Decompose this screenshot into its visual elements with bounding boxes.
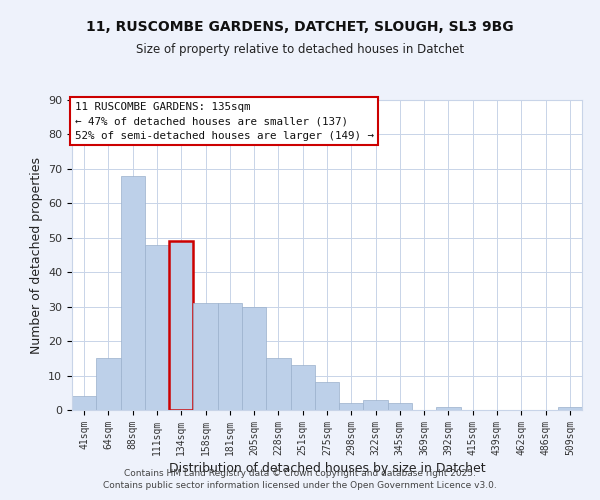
Bar — [169, 241, 193, 410]
Bar — [121, 176, 145, 410]
Y-axis label: Number of detached properties: Number of detached properties — [29, 156, 43, 354]
Bar — [266, 358, 290, 410]
Bar — [72, 396, 96, 410]
Bar — [339, 403, 364, 410]
Bar — [193, 303, 218, 410]
Bar — [388, 403, 412, 410]
X-axis label: Distribution of detached houses by size in Datchet: Distribution of detached houses by size … — [169, 462, 485, 475]
Text: Contains public sector information licensed under the Open Government Licence v3: Contains public sector information licen… — [103, 481, 497, 490]
Bar — [364, 400, 388, 410]
Bar — [290, 365, 315, 410]
Bar — [315, 382, 339, 410]
Text: 11 RUSCOMBE GARDENS: 135sqm
← 47% of detached houses are smaller (137)
52% of se: 11 RUSCOMBE GARDENS: 135sqm ← 47% of det… — [74, 102, 374, 141]
Text: Contains HM Land Registry data © Crown copyright and database right 2025.: Contains HM Land Registry data © Crown c… — [124, 468, 476, 477]
Bar — [242, 306, 266, 410]
Bar — [145, 244, 169, 410]
Bar — [436, 406, 461, 410]
Bar — [558, 406, 582, 410]
Text: 11, RUSCOMBE GARDENS, DATCHET, SLOUGH, SL3 9BG: 11, RUSCOMBE GARDENS, DATCHET, SLOUGH, S… — [86, 20, 514, 34]
Text: Size of property relative to detached houses in Datchet: Size of property relative to detached ho… — [136, 42, 464, 56]
Bar — [96, 358, 121, 410]
Bar — [218, 303, 242, 410]
